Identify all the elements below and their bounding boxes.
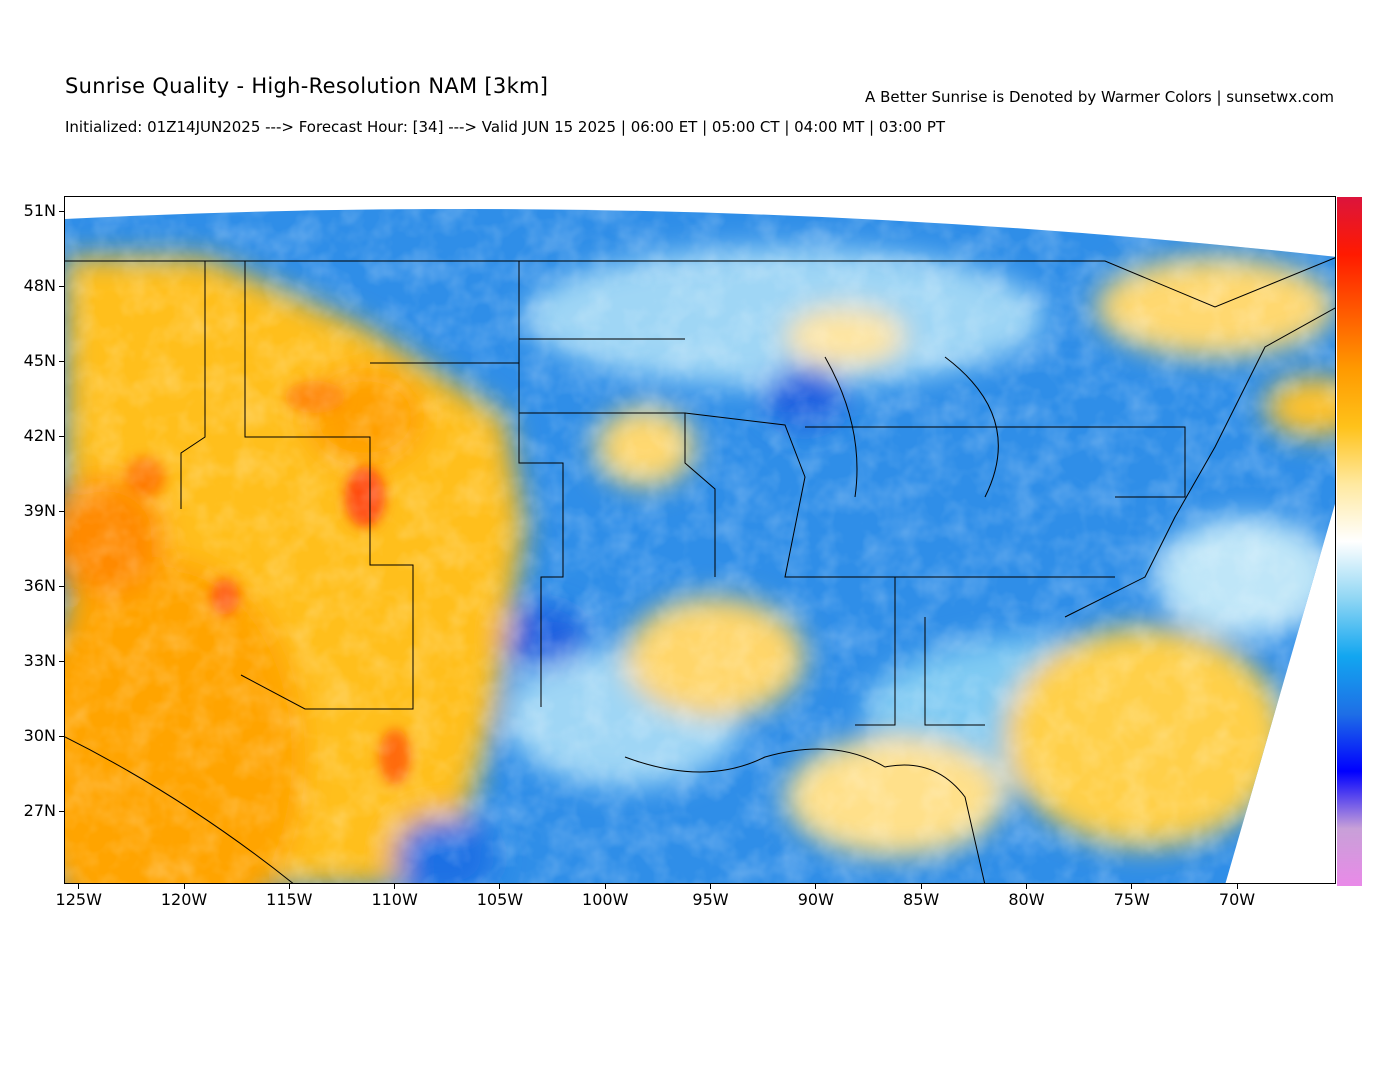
state-lines-east xyxy=(805,426,1186,498)
lon-tick-mark xyxy=(1025,884,1027,889)
lat-tick-label: 27N xyxy=(23,801,56,821)
great-lakes xyxy=(824,356,999,498)
lat-tick-label: 30N xyxy=(23,726,56,746)
lon-tick-label: 120W xyxy=(160,890,208,909)
state-lines-mountain xyxy=(240,261,414,710)
lon-tick-mark xyxy=(499,884,501,889)
state-lines-central xyxy=(518,261,716,577)
lon-tick-label: 90W xyxy=(797,890,834,909)
state-lines-south xyxy=(855,577,985,726)
lon-tick-label: 100W xyxy=(582,890,629,909)
lon-tick-mark xyxy=(1236,884,1238,889)
lon-tick-mark xyxy=(604,884,606,889)
lon-tick-label: 125W xyxy=(55,890,102,909)
lat-tick-label: 51N xyxy=(23,201,56,220)
lon-tick-mark xyxy=(920,884,922,889)
lat-tick-mark xyxy=(59,435,64,437)
lon-tick-mark xyxy=(394,884,396,889)
lon-tick-label: 105W xyxy=(476,890,524,909)
forecast-subtitle: Initialized: 01Z14JUN2025 ---> Forecast … xyxy=(65,118,946,136)
lon-tick-label: 75W xyxy=(1113,890,1150,909)
lat-tick-label: 36N xyxy=(23,576,56,596)
lat-tick-label: 48N xyxy=(23,276,56,296)
lon-tick-label: 85W xyxy=(903,890,940,909)
east-coast xyxy=(1064,307,1335,618)
lat-tick-label: 45N xyxy=(23,351,56,371)
gulf-coast xyxy=(624,748,986,883)
lon-tick-mark xyxy=(183,884,185,889)
lon-tick-mark xyxy=(78,884,80,889)
colorbar-gradient xyxy=(1337,197,1362,886)
mexico-coast xyxy=(65,736,294,883)
lat-tick-mark xyxy=(59,210,64,212)
lat-tick-label: 39N xyxy=(23,501,56,521)
lat-tick-mark xyxy=(59,585,64,587)
lat-tick-mark xyxy=(59,510,64,512)
lon-tick-mark xyxy=(710,884,712,889)
lat-tick-mark xyxy=(59,660,64,662)
lat-tick-label: 33N xyxy=(23,651,56,671)
forecast-map xyxy=(64,196,1336,884)
lon-tick-label: 80W xyxy=(1008,890,1045,909)
lat-tick-mark xyxy=(59,360,64,362)
canada-border xyxy=(65,257,1335,308)
tagline: A Better Sunrise is Denoted by Warmer Co… xyxy=(865,88,1334,106)
lat-tick-mark xyxy=(59,735,64,737)
lon-tick-mark xyxy=(288,884,290,889)
chart-title: Sunrise Quality - High-Resolution NAM [3… xyxy=(65,74,549,98)
lon-tick-label: 115W xyxy=(266,890,313,909)
lat-tick-mark xyxy=(59,810,64,812)
lon-tick-mark xyxy=(815,884,817,889)
colorbar xyxy=(1337,197,1362,886)
lon-tick-label: 110W xyxy=(371,890,418,909)
lon-tick-label: 70W xyxy=(1218,890,1256,909)
state-lines-midwest xyxy=(519,338,1115,578)
map-canvas xyxy=(65,208,1335,883)
forecast-field xyxy=(65,208,1335,883)
lon-tick-mark xyxy=(1131,884,1133,889)
lat-tick-mark xyxy=(59,285,64,287)
lon-tick-label: 95W xyxy=(692,890,729,909)
lat-tick-label: 42N xyxy=(23,426,56,446)
state-lines-west xyxy=(180,261,206,509)
boundary-lines xyxy=(65,257,1335,883)
